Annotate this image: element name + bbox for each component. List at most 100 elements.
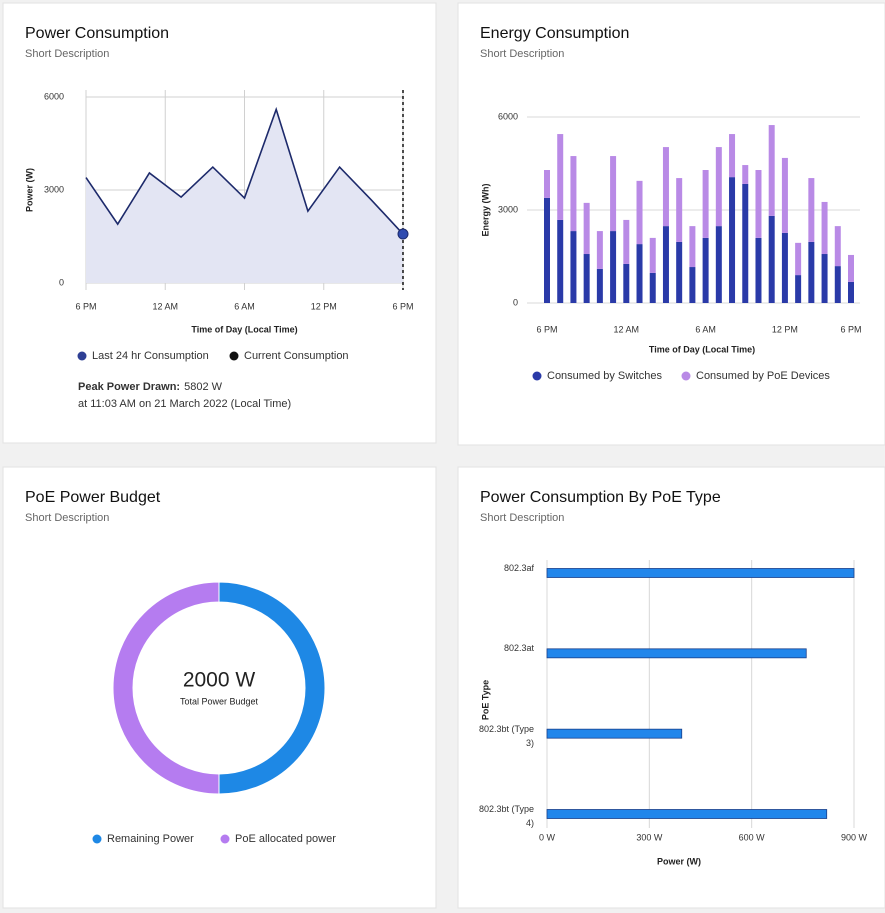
current-point [397, 228, 409, 240]
card [2, 466, 437, 909]
bar-segment [755, 170, 762, 238]
bar-segment [848, 281, 854, 303]
category-label-box: 802.3bt (Type 3) [478, 723, 534, 748]
legend-marker [92, 834, 102, 844]
x-tick-label: 6 PM [840, 324, 861, 334]
bar-segment [676, 241, 683, 303]
legend-label: Last 24 hr Consumption [92, 350, 209, 362]
bar-segment [557, 134, 564, 220]
x-tick-label: 600 W [739, 832, 766, 842]
bar-segment [610, 231, 617, 303]
x-tick-label: 6 PM [392, 301, 413, 311]
annotation-detail: at 11:03 AM on 21 March 2022 (Local Time… [78, 398, 291, 410]
x-tick-label: 0 W [539, 832, 556, 842]
bar-segment [583, 202, 590, 255]
bar-segment [742, 165, 749, 184]
bar-segment [729, 134, 736, 178]
legend-marker [77, 351, 87, 361]
card-subtitle: Short Description [25, 48, 109, 60]
legend-marker [681, 371, 691, 381]
legend-label: Remaining Power [107, 833, 194, 845]
legend-label: Current Consumption [244, 350, 349, 362]
legend-label: PoE allocated power [235, 833, 336, 845]
bar-segment [768, 215, 775, 303]
center-value: 2000 W [183, 669, 256, 692]
x-axis-label: Time of Day (Local Time) [191, 324, 297, 334]
bar-segment [689, 267, 696, 303]
y-tick-label: 802.3bt (Type 4) [478, 804, 534, 828]
bar-segment [808, 178, 815, 242]
card-title: Energy Consumption [480, 25, 629, 42]
y-tick-label: 802.3bt (Type 3) [478, 723, 534, 748]
bar-segment [848, 254, 854, 282]
bar-segment [676, 178, 683, 242]
category-label-box: 802.3bt (Type 4) [478, 804, 534, 828]
bar-segment [557, 219, 564, 303]
x-tick-label: 6 AM [695, 324, 716, 334]
y-axis-label: PoE Type [480, 680, 490, 720]
x-tick-label: 300 W [636, 832, 663, 842]
x-tick-label: 12 AM [614, 324, 640, 334]
bar-segment [623, 263, 630, 303]
bar-segment [702, 237, 709, 303]
y-tick-label: 0 [513, 297, 518, 307]
y-axis-label: Energy (Wh) [480, 183, 490, 236]
card [457, 466, 885, 909]
legend-label: Consumed by Switches [547, 370, 662, 382]
bar-segment [662, 226, 669, 303]
bar-segment [781, 157, 788, 233]
x-axis-label: Power (W) [657, 856, 701, 866]
bar-segment [729, 177, 736, 303]
card-title: Power Consumption [25, 25, 169, 42]
x-axis-label: Time of Day (Local Time) [649, 344, 755, 354]
bar-segment [544, 197, 550, 303]
category-label-box: 802.3at [503, 643, 534, 654]
bar-segment [649, 237, 656, 273]
y-tick-label: 0 [59, 277, 64, 287]
bar-segment [768, 125, 775, 216]
bar-segment [795, 242, 802, 276]
bar-segment [715, 147, 722, 227]
bar-segment [649, 272, 656, 303]
bar-segment [834, 226, 841, 267]
card-title: PoE Power Budget [25, 489, 161, 506]
x-tick-label: 6 AM [234, 301, 255, 311]
x-tick-label: 12 PM [311, 301, 337, 311]
legend-marker [532, 371, 542, 381]
annotation-value: 5802 W [184, 381, 223, 393]
x-tick-label: 900 W [841, 832, 868, 842]
y-tick-label: 802.3at [503, 643, 534, 654]
bar-segment [821, 201, 828, 255]
bar-segment [636, 244, 643, 303]
annotation: Peak Power Drawn: 5802 W [78, 381, 223, 393]
legend-marker [220, 834, 230, 844]
bar-segment [623, 219, 630, 264]
card-title: Power Consumption By PoE Type [480, 489, 721, 506]
bar [546, 648, 807, 659]
y-axis-label: Power (W) [24, 168, 34, 212]
card-subtitle: Short Description [480, 48, 564, 60]
y-tick-label: 6000 [498, 111, 518, 121]
x-tick-label: 12 PM [772, 324, 798, 334]
card-subtitle: Short Description [480, 512, 564, 524]
bar-segment [808, 241, 815, 303]
area [86, 109, 403, 284]
bar-segment [596, 231, 603, 269]
bar [546, 568, 855, 578]
bar [546, 728, 683, 739]
card-subtitle: Short Description [25, 512, 109, 524]
bar-segment [702, 170, 709, 238]
bar-segment [742, 183, 749, 303]
annotation-label: Peak Power Drawn: [78, 381, 180, 393]
bar-segment [781, 232, 788, 303]
bar-segment [596, 268, 603, 303]
legend-marker [229, 351, 239, 361]
bar-segment [715, 226, 722, 303]
y-tick-label: 3000 [44, 184, 64, 194]
bar-segment [583, 254, 590, 303]
x-tick-label: 6 PM [536, 324, 557, 334]
legend-label: Consumed by PoE Devices [696, 370, 830, 382]
bar-segment [570, 231, 577, 303]
bar-segment [610, 156, 617, 232]
